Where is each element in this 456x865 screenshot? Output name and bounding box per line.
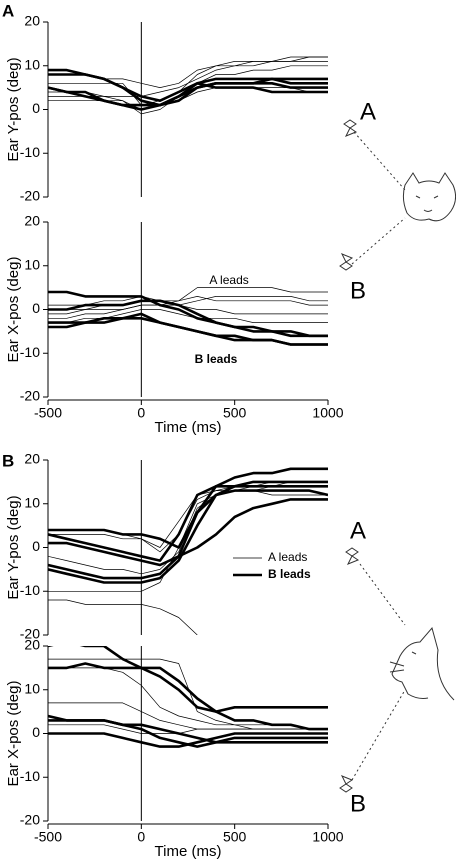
sound-path — [351, 131, 406, 265]
data-line — [48, 87, 328, 110]
x-tick-label: 0 — [137, 829, 145, 845]
speaker — [345, 547, 360, 565]
legend-label: B leads — [268, 567, 311, 581]
panel-label: B — [2, 451, 14, 470]
speaker-label: B — [350, 277, 366, 304]
panel: -20 -10 0 10 20 Ear X-pos (deg) -500 0 500 1000 Ti… — [5, 213, 344, 436]
data-line — [48, 290, 328, 338]
y-tick-label: 20 — [24, 637, 40, 653]
diagram-b: A B — [339, 517, 455, 817]
speaker-label: A — [360, 98, 376, 125]
data-line — [48, 299, 328, 338]
annotation: B leads — [195, 352, 238, 366]
y-tick-label: 10 — [24, 494, 40, 510]
x-tick-label: -500 — [34, 829, 62, 845]
data-line — [48, 296, 328, 310]
data-line — [48, 490, 328, 548]
y-tick-label: 20 — [24, 451, 40, 467]
data-line — [48, 732, 328, 748]
data-line — [48, 481, 328, 575]
y-tick-label: 20 — [24, 13, 40, 29]
y-tick-label: -20 — [20, 388, 40, 404]
data-line — [48, 317, 328, 346]
data-line — [48, 287, 328, 319]
y-tick-label: 10 — [24, 680, 40, 696]
y-tick-label: 10 — [24, 256, 40, 272]
y-tick-label: 0 — [32, 100, 40, 116]
x-tick-label: 1000 — [312, 405, 343, 421]
x-tick-label: 1000 — [312, 829, 343, 845]
y-tick-label: -10 — [20, 768, 40, 784]
speaker — [339, 253, 354, 271]
x-tick-label: -500 — [34, 405, 62, 421]
cat-head — [389, 626, 455, 701]
panel: -20 -10 0 10 20 Ear Y-pos (deg) A leads B leads — [5, 451, 328, 642]
data-line — [48, 498, 328, 567]
cat-head — [402, 172, 456, 222]
data-line — [48, 296, 328, 306]
y-tick-label: -20 — [20, 626, 40, 642]
data-line — [48, 82, 328, 111]
y-tick-label: 10 — [24, 56, 40, 72]
data-line — [48, 304, 328, 315]
x-tick-label: 500 — [223, 405, 247, 421]
y-tick-label: -10 — [20, 344, 40, 360]
y-tick-label: -10 — [20, 582, 40, 598]
data-line — [48, 56, 328, 106]
speaker — [343, 119, 358, 137]
data-line — [48, 65, 328, 115]
sound-path — [351, 563, 406, 781]
y-tick-label: -20 — [20, 812, 40, 828]
speaker-label: A — [350, 517, 366, 544]
data-line — [48, 724, 328, 734]
y-tick-label: 0 — [32, 538, 40, 554]
x-tick-label: 0 — [137, 405, 145, 421]
panel: -20 -10 0 10 20 Ear X-pos (deg) -500 0 500 1000 Ti… — [5, 637, 344, 860]
data-line — [48, 485, 328, 592]
data-line — [48, 481, 328, 553]
panel-label: A — [2, 1, 14, 20]
annotation: A leads — [209, 273, 248, 287]
y-tick-label: 20 — [24, 213, 40, 229]
x-axis-label: Time (ms) — [155, 843, 222, 860]
data-line — [48, 599, 198, 635]
y-tick-label: 0 — [32, 724, 40, 740]
y-tick-label: -20 — [20, 188, 40, 204]
data-line — [48, 658, 328, 730]
speaker-label: B — [350, 790, 366, 817]
y-axis-label: Ear X-pos (deg) — [5, 681, 22, 787]
data-line — [48, 646, 328, 713]
x-tick-label: 500 — [223, 829, 247, 845]
speaker — [339, 775, 354, 793]
data-line — [48, 309, 328, 323]
data-line — [48, 714, 328, 744]
legend-label: A leads — [268, 550, 307, 564]
y-axis-label: Ear Y-pos (deg) — [5, 57, 22, 161]
y-axis-label: Ear X-pos (deg) — [5, 257, 22, 363]
diagram-a: A B — [339, 98, 456, 304]
y-axis-label: Ear Y-pos (deg) — [5, 495, 22, 599]
y-tick-label: -10 — [20, 144, 40, 160]
data-line — [48, 489, 328, 580]
y-tick-label: 0 — [32, 300, 40, 316]
panel: -20 -10 0 10 20 Ear Y-pos (deg) — [5, 13, 328, 204]
x-axis-label: Time (ms) — [155, 419, 222, 436]
